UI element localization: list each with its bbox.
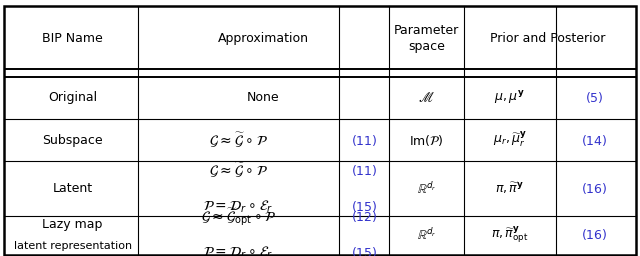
Text: $(15)$: $(15)$ (351, 245, 378, 256)
Text: $\pi, \widetilde{\pi}_{\mathrm{opt}}^{\mathbf{y}}$: $\pi, \widetilde{\pi}_{\mathrm{opt}}^{\m… (491, 225, 529, 245)
Text: $\mathbb{R}^{d_r}$: $\mathbb{R}^{d_r}$ (417, 227, 436, 243)
Text: $\mathbb{R}^{d_r}$: $\mathbb{R}^{d_r}$ (417, 181, 436, 197)
Text: $\boldsymbol{\mathcal{P}}=\boldsymbol{\mathcal{D}}_r\circ\boldsymbol{\mathcal{E}: $\boldsymbol{\mathcal{P}}=\boldsymbol{\m… (204, 244, 273, 256)
Text: $(16)$: $(16)$ (580, 181, 607, 196)
Text: latent representation: latent representation (13, 241, 132, 251)
Text: $\mu_r, \widetilde{\mu}_r^{\mathbf{y}}$: $\mu_r, \widetilde{\mu}_r^{\mathbf{y}}$ (493, 131, 527, 149)
Text: None: None (247, 91, 280, 104)
Text: $(16)$: $(16)$ (580, 227, 607, 242)
Text: $\boldsymbol{\mathcal{G}}\approx\widetilde{\boldsymbol{\mathcal{G}}}_{\mathrm{op: $\boldsymbol{\mathcal{G}}\approx\widetil… (201, 206, 276, 228)
Text: $\mathscr{M}$: $\mathscr{M}$ (418, 91, 435, 105)
Text: $(14)$: $(14)$ (580, 133, 607, 148)
Text: Lazy map: Lazy map (42, 218, 103, 231)
Text: $\pi, \widetilde{\pi}^{\mathbf{y}}$: $\pi, \widetilde{\pi}^{\mathbf{y}}$ (495, 181, 524, 196)
Text: $(15)$: $(15)$ (351, 199, 378, 214)
Text: $(11)$: $(11)$ (351, 163, 378, 178)
Text: Parameter
space: Parameter space (394, 24, 459, 53)
Text: Approximation: Approximation (218, 32, 309, 45)
Text: Subspace: Subspace (42, 134, 103, 147)
Text: $\boldsymbol{\mathcal{P}}=\boldsymbol{\mathcal{D}}_r\circ\boldsymbol{\mathcal{E}: $\boldsymbol{\mathcal{P}}=\boldsymbol{\m… (204, 198, 273, 215)
Text: $\boldsymbol{\mathcal{G}}\approx\widetilde{\boldsymbol{\mathcal{G}}}\circ\boldsy: $\boldsymbol{\mathcal{G}}\approx\widetil… (209, 131, 268, 150)
Text: $\mathrm{Im}(\mathcal{P})$: $\mathrm{Im}(\mathcal{P})$ (410, 133, 444, 148)
Text: $(5)$: $(5)$ (584, 90, 604, 105)
Text: $(12)$: $(12)$ (351, 209, 378, 225)
Text: $\boldsymbol{\mathcal{G}}\approx\widetilde{\boldsymbol{\mathcal{G}}}\circ\boldsy: $\boldsymbol{\mathcal{G}}\approx\widetil… (209, 161, 268, 180)
Text: Original: Original (48, 91, 97, 104)
Text: Latent: Latent (52, 182, 93, 195)
Text: BIP Name: BIP Name (42, 32, 103, 45)
Text: Prior and Posterior: Prior and Posterior (490, 32, 606, 45)
Text: $(11)$: $(11)$ (351, 133, 378, 148)
Text: $\mu, \mu^{\mathbf{y}}$: $\mu, \mu^{\mathbf{y}}$ (495, 89, 525, 106)
